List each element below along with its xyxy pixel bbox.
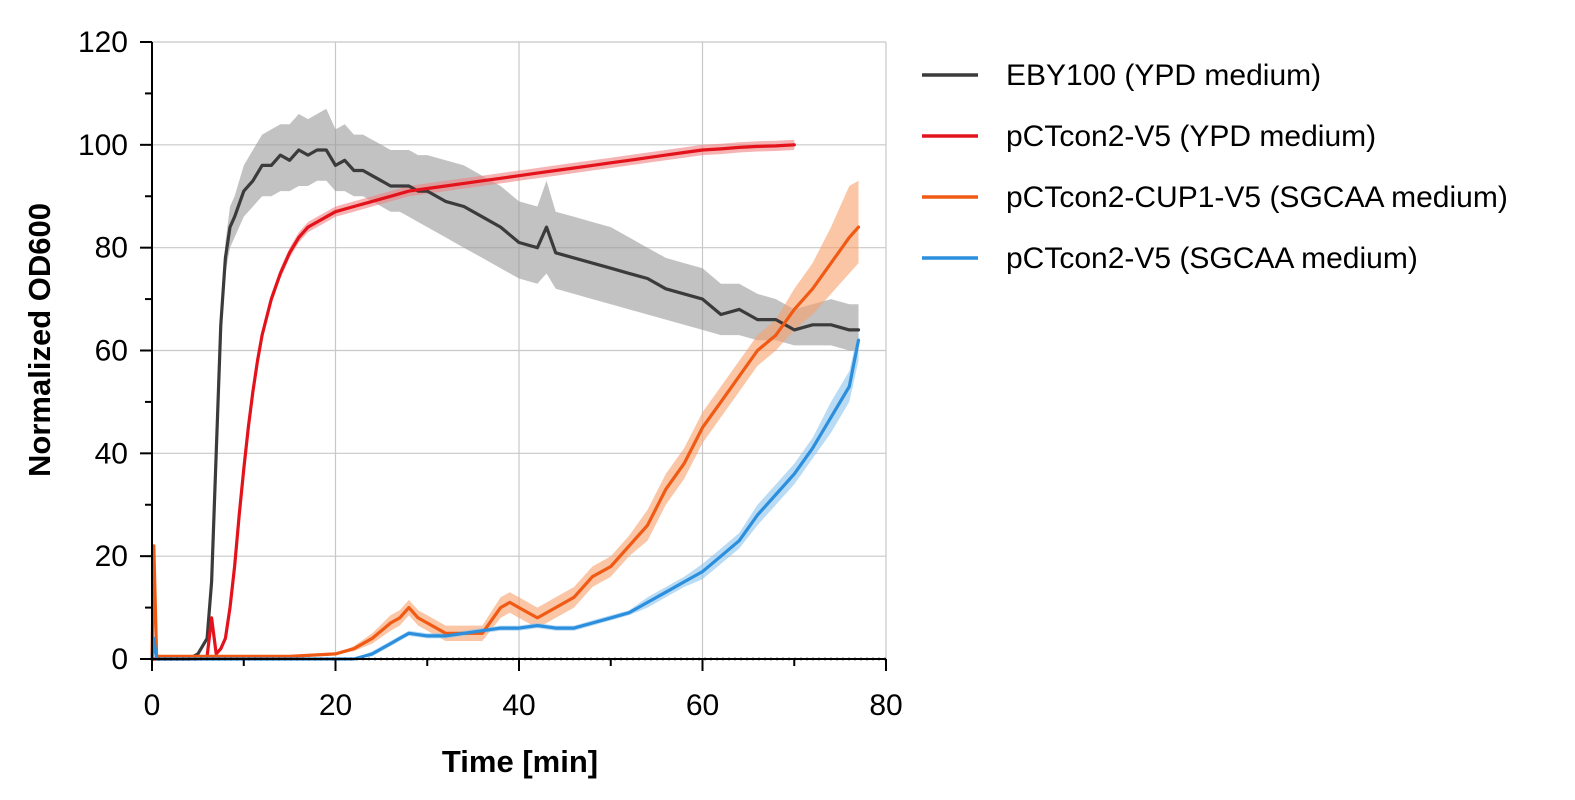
legend: EBY100 (YPD medium) pCTcon2-V5 (YPD mediu… (922, 59, 1508, 275)
y-tick-label: 80 (95, 232, 128, 265)
band-series-3 (152, 180, 859, 660)
x-tick-label: 0 (144, 689, 161, 722)
y-tick-label: 120 (78, 26, 128, 59)
y-tick-label: 60 (95, 335, 128, 368)
confidence-bands (152, 108, 859, 660)
band-series-1 (152, 108, 859, 660)
legend-label: pCTcon2-CUP1-V5 (SGCAA medium) (1006, 181, 1508, 214)
y-tick-label: 0 (111, 643, 128, 676)
line-series-1 (150, 148, 861, 661)
legend-label: pCTcon2-V5 (SGCAA medium) (1006, 242, 1418, 275)
y-tick-label: 40 (95, 437, 128, 470)
x-axis-title: Time [min] (442, 744, 598, 779)
axes: 0 20 40 60 80 100 120 0 20 40 60 80 (78, 26, 903, 722)
x-tick-label: 40 (502, 689, 535, 722)
legend-label: EBY100 (YPD medium) (1006, 59, 1321, 92)
y-axis-title: Normalized OD600 (22, 203, 57, 477)
line-series-3 (150, 225, 861, 661)
x-tick-label: 20 (319, 689, 352, 722)
y-tick-label: 100 (78, 129, 128, 162)
x-tick-label: 60 (686, 689, 719, 722)
y-tick-label: 20 (95, 540, 128, 573)
line-series-2 (150, 143, 796, 661)
legend-label: pCTcon2-V5 (YPD medium) (1006, 120, 1376, 153)
x-tick-label: 80 (869, 689, 902, 722)
